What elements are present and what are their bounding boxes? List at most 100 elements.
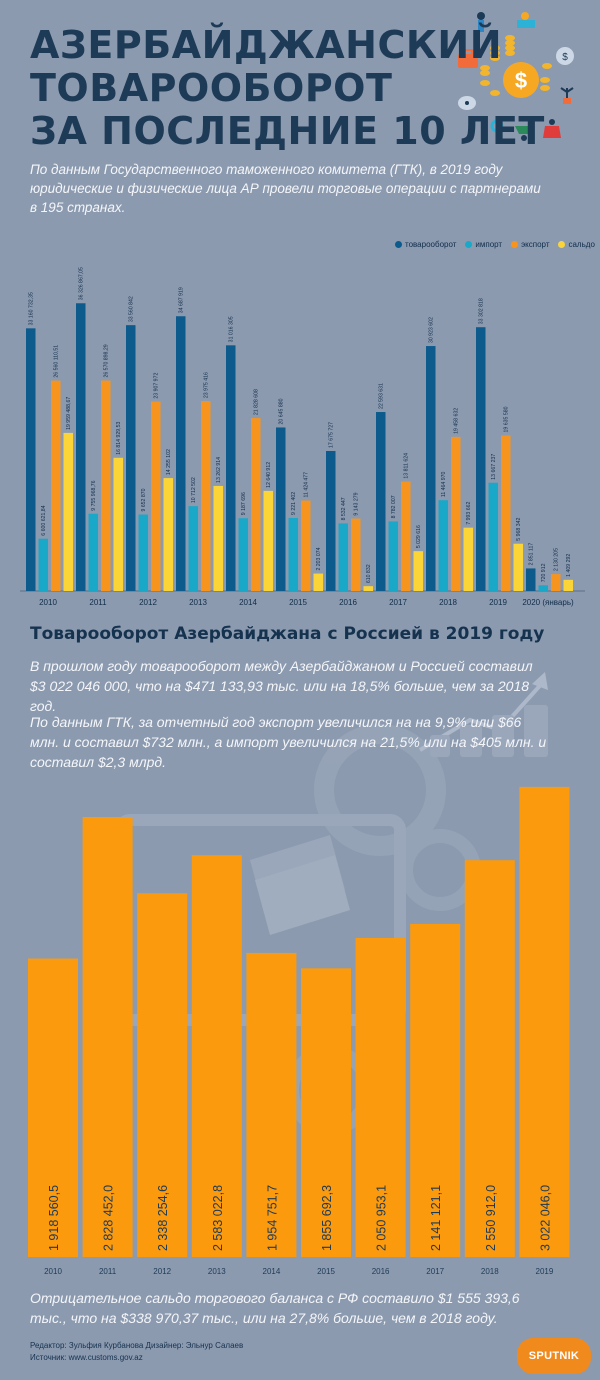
data-label: 13 811 624	[404, 453, 410, 479]
x-tick-label: 2018	[481, 1267, 499, 1276]
data-label: 2 130 205	[554, 548, 560, 571]
bar-товарооборот-2020 (январь)	[526, 568, 536, 591]
legend-label: сальдо	[568, 240, 595, 249]
bar-экспорт-2010	[51, 380, 61, 591]
legend-label: импорт	[475, 240, 503, 249]
x-tick-label: 2017	[389, 598, 407, 607]
data-label: 9 221 402	[291, 492, 297, 515]
bar-товарооборот-2014	[226, 345, 236, 591]
data-label: 12 640 912	[266, 462, 272, 488]
bar-экспорт-2014	[251, 418, 261, 591]
finance-icons-cluster: $ $	[455, 8, 595, 148]
bar-товарооборот-2011	[76, 303, 86, 591]
data-label: 16 814 929,53	[116, 422, 122, 455]
data-label: 2 203 074	[316, 547, 322, 570]
russia-turnover-text: В прошлом году товарооборот между Азерба…	[30, 658, 533, 714]
data-label: 9 187 696	[241, 492, 247, 515]
legend-label: экспорт	[521, 240, 550, 249]
bar-товарооборот-2016	[326, 450, 336, 591]
data-label: 720 912	[541, 563, 547, 582]
hand-coin-icon	[517, 12, 535, 28]
credits: Редактор: Зульфия Курбанова Дизайнер: Эл…	[30, 1340, 243, 1364]
legend-item: импорт	[465, 240, 502, 249]
data-label: 19 458 632	[454, 408, 460, 434]
bar-сальдо-2018	[463, 527, 473, 591]
x-tick-label: 2019	[536, 1267, 554, 1276]
coin-stacks-icon	[430, 705, 548, 757]
bar-сальдо-2019	[513, 543, 523, 591]
data-label: 17 675 727	[329, 422, 335, 448]
x-tick-label: 2011	[89, 598, 107, 607]
bar-товарооборот-2019	[476, 327, 486, 591]
data-label: 33 560 842	[129, 296, 135, 322]
bar-импорт-2013	[188, 506, 198, 591]
x-tick-label: 2020 (январь)	[522, 598, 574, 607]
data-label: 10 712 502	[191, 477, 197, 503]
bar-товарооборот-2015	[276, 427, 286, 591]
bar-импорт-2012	[138, 514, 148, 591]
data-label: 2 851 117	[529, 543, 535, 566]
x-tick-label: 2015	[317, 1267, 335, 1276]
data-label: 19 959 488,67	[66, 397, 72, 430]
bag-icon	[543, 119, 561, 138]
bar-экспорт-2017	[401, 481, 411, 591]
intro-text: По данным Государственного таможенного к…	[30, 162, 541, 215]
bar-сальдо-2020 (январь)	[563, 579, 573, 591]
bar-товарооборот-2010	[26, 328, 36, 591]
bar-сальдо-2015	[313, 573, 323, 591]
x-tick-label: 2015	[289, 598, 307, 607]
page-title-line: ТОВАРООБОРОТ	[30, 66, 393, 110]
bar-сальдо-2010	[63, 432, 73, 591]
russia-bar-2012	[137, 893, 188, 1257]
data-label: 19 635 580	[504, 406, 510, 432]
section2-title: Товарооборот Азербайджана с Россией в 20…	[30, 624, 545, 644]
russia-bar-2016	[355, 937, 406, 1257]
bar-сальдо-2012	[163, 478, 173, 591]
x-tick-label: 2010	[39, 598, 57, 607]
data-label: 3 022 046,0	[538, 1185, 552, 1251]
legend-label: товарооборот	[405, 240, 457, 249]
data-label: 1 918 560,5	[47, 1185, 61, 1251]
data-label: 7 993 662	[466, 501, 472, 524]
bar-импорт-2011	[88, 513, 98, 591]
svg-text:$: $	[562, 52, 568, 63]
data-label: 36 326 867,05	[79, 267, 85, 300]
banknotes-icon	[250, 835, 350, 935]
bar-экспорт-2015	[301, 500, 311, 591]
data-label: 610 832	[366, 564, 372, 583]
bar-экспорт-2019	[501, 435, 511, 591]
bar-товарооборот-2013	[176, 316, 186, 591]
russia-bar-2019	[519, 786, 570, 1257]
dollar-sign-icon: $	[503, 62, 539, 98]
chart1-legend: товарооборот импорт экспорт сальдо	[395, 240, 595, 249]
data-label: 8 782 007	[391, 495, 397, 518]
credits-editor: Редактор: Зульфия Курбанова Дизайнер: Эл…	[30, 1341, 244, 1350]
bar-товарооборот-2018	[426, 346, 436, 591]
bar-экспорт-2018	[451, 436, 461, 591]
legend-swatch	[558, 241, 566, 248]
page-title-line: АЗЕРБАЙДЖАНСКИЙ	[30, 23, 503, 67]
data-label: 26 570 898,29	[104, 344, 110, 377]
data-label: 2 550 912,0	[484, 1185, 498, 1251]
bar-товарооборот-2012	[126, 325, 136, 591]
data-label: 9 755 968,76	[91, 480, 97, 510]
bar-экспорт-2020 (январь)	[551, 574, 561, 591]
bar-сальдо-2017	[413, 551, 423, 591]
x-tick-label: 2018	[439, 598, 457, 607]
x-tick-label: 2014	[239, 598, 257, 607]
russia-bar-2011	[82, 817, 133, 1257]
russia-export-import-text: По данным ГТК, за отчетный год экспорт у…	[30, 714, 547, 770]
wheelbarrow-icon	[515, 126, 533, 141]
piggy-bank-icon	[458, 96, 476, 110]
data-label: 2 828 452,0	[102, 1185, 116, 1251]
x-tick-label: 2017	[426, 1267, 444, 1276]
legend-swatch	[395, 241, 402, 248]
data-label: 13 262 914	[216, 457, 222, 483]
x-tick-label: 2011	[99, 1267, 117, 1276]
data-label: 2 050 953,1	[375, 1185, 389, 1251]
bar-сальдо-2013	[213, 485, 223, 591]
bar-импорт-2020 (январь)	[538, 585, 548, 591]
data-label: 30 923 602	[429, 317, 435, 343]
bar-товарооборот-2017	[376, 412, 386, 591]
data-label: 5 029 616	[416, 525, 422, 548]
